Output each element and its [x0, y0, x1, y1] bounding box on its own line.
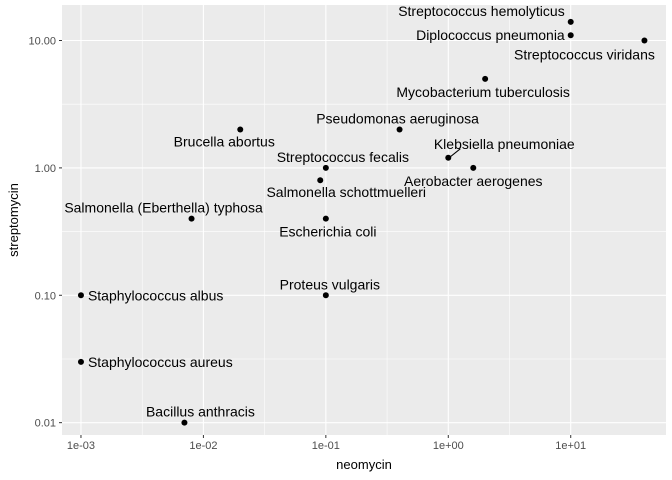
data-point [322, 215, 329, 222]
data-point [567, 18, 574, 25]
y-tick-label: 0.10 [35, 290, 56, 302]
y-tick-labels: 0.01 0.10 1.00 10.00 [28, 36, 56, 430]
axis-ticks [59, 40, 572, 438]
point-label: Aerobacter aerogenes [404, 173, 543, 189]
point-label: Diplococcus pneumonia [416, 27, 565, 43]
point-label: Escherichia coli [279, 224, 376, 240]
point-label: Brucella abortus [174, 134, 275, 150]
point-labels: Aerobacter aerogenes Brucella abortus Baci… [64, 3, 655, 420]
point-label: Staphylococcus albus [88, 287, 223, 303]
major-gridlines [62, 5, 666, 435]
point-label: Klebsiella pneumoniae [434, 136, 575, 152]
data-point [396, 126, 403, 133]
data-point [445, 154, 452, 161]
x-tick-labels: 1e-03 1e-02 1e-01 1e+00 1e+01 [67, 440, 586, 452]
y-axis-title: streptomycin [6, 183, 21, 257]
point-label: Proteus vulgaris [280, 276, 380, 292]
data-point [237, 126, 244, 133]
label-leader-line [449, 148, 461, 158]
minor-gridlines [62, 5, 666, 435]
x-axis-title: neomycin [336, 457, 392, 472]
x-tick-label: 1e-02 [189, 440, 217, 452]
leader-lines [449, 148, 461, 158]
data-point [567, 32, 574, 39]
data-point [317, 177, 324, 184]
data-point [641, 37, 648, 44]
y-tick-label: 10.00 [28, 36, 56, 48]
data-point [77, 358, 84, 365]
data-point [482, 75, 489, 82]
x-tick-label: 1e+01 [555, 440, 586, 452]
data-point [322, 292, 329, 299]
data-point [188, 215, 195, 222]
data-point [77, 292, 84, 299]
y-tick-label: 1.00 [35, 163, 56, 175]
point-label: Streptococcus hemolyticus [398, 3, 565, 19]
point-label: Mycobacterium tuberculosis [396, 84, 570, 100]
data-point [322, 164, 329, 171]
x-tick-label: 1e-03 [67, 440, 95, 452]
point-label: Salmonella (Eberthella) typhosa [64, 200, 263, 216]
plot-panel [62, 5, 666, 435]
data-point [470, 164, 477, 171]
x-tick-label: 1e-01 [312, 440, 340, 452]
x-tick-label: 1e+00 [433, 440, 464, 452]
data-point [181, 419, 188, 426]
point-label: Streptococcus viridans [514, 47, 655, 63]
point-label: Streptococcus fecalis [277, 149, 409, 165]
data-points [77, 18, 648, 426]
point-label: Salmonella schottmuelleri [266, 184, 426, 200]
point-label: Staphylococcus aureus [88, 354, 233, 370]
point-label: Pseudomonas aeruginosa [316, 111, 479, 127]
y-tick-label: 0.01 [35, 418, 56, 430]
point-label: Bacillus anthracis [146, 404, 255, 420]
